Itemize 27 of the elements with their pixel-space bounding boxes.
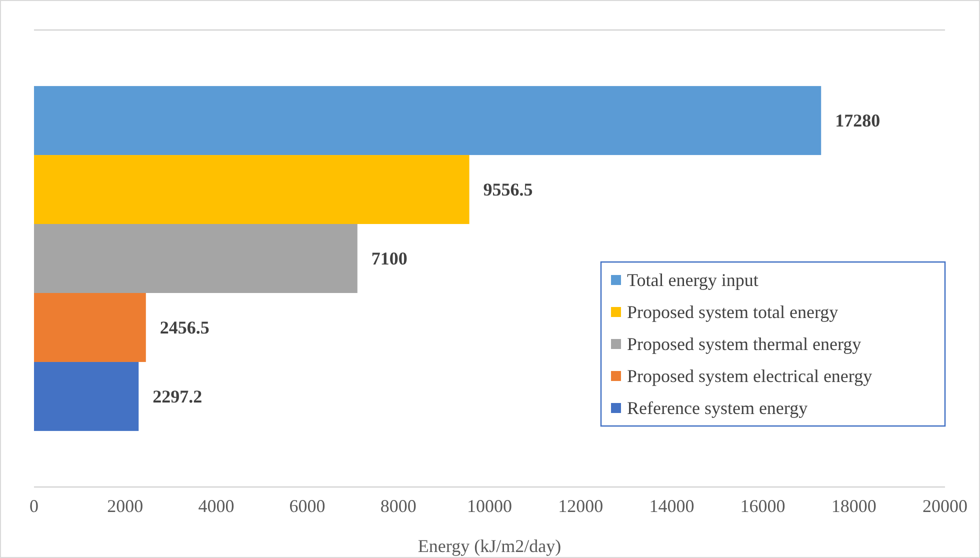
x-tick-label: 12000 xyxy=(558,496,604,516)
data-label: 7100 xyxy=(371,248,408,268)
x-tick-label: 8000 xyxy=(380,496,416,516)
legend-label: Proposed system thermal energy xyxy=(627,334,862,354)
bar xyxy=(34,224,358,293)
bar xyxy=(34,86,822,156)
x-tick-label: 6000 xyxy=(289,496,326,516)
data-label: 9556.5 xyxy=(483,180,533,200)
data-label: 2297.2 xyxy=(152,386,202,406)
x-tick-label: 14000 xyxy=(649,496,694,516)
legend-label: Reference system energy xyxy=(627,398,808,418)
bar xyxy=(34,155,470,224)
bar xyxy=(34,292,146,362)
legend-label: Total energy input xyxy=(627,270,758,290)
bar xyxy=(34,362,139,431)
data-label: 2456.5 xyxy=(160,317,210,338)
x-tick-label: 2000 xyxy=(107,496,144,516)
x-axis-title: Energy (kJ/m2/day) xyxy=(418,536,562,556)
x-tick-label: 10000 xyxy=(467,496,512,516)
x-tick-label: 20000 xyxy=(922,496,968,516)
legend-label: Proposed system total energy xyxy=(627,302,838,322)
legend-label: Proposed system electrical energy xyxy=(627,366,872,386)
x-tick-label: 4000 xyxy=(198,496,234,516)
x-tick-label: 18000 xyxy=(831,496,876,516)
x-tick-label: 16000 xyxy=(740,496,786,516)
data-label: 17280 xyxy=(835,110,880,131)
x-tick-label: 0 xyxy=(30,496,38,516)
